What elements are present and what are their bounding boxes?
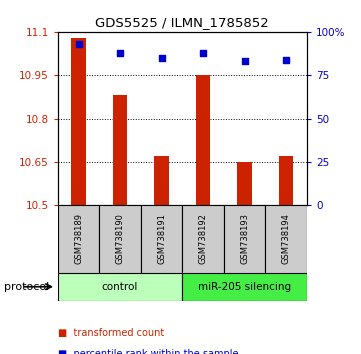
Point bbox=[200, 50, 206, 56]
Text: GSM738192: GSM738192 bbox=[199, 213, 208, 264]
Text: ■  percentile rank within the sample: ■ percentile rank within the sample bbox=[58, 349, 238, 354]
Bar bbox=[58, 205, 99, 273]
Bar bbox=[99, 205, 141, 273]
Text: GSM738190: GSM738190 bbox=[116, 213, 125, 264]
Bar bbox=[154, 156, 169, 205]
Text: ■  transformed count: ■ transformed count bbox=[58, 328, 164, 338]
Bar bbox=[71, 38, 86, 205]
Text: GSM738194: GSM738194 bbox=[282, 213, 291, 264]
Point bbox=[76, 41, 82, 47]
Title: GDS5525 / ILMN_1785852: GDS5525 / ILMN_1785852 bbox=[95, 16, 269, 29]
Bar bbox=[224, 205, 265, 273]
Bar bbox=[279, 156, 293, 205]
Point bbox=[158, 55, 164, 61]
Bar bbox=[113, 96, 127, 205]
Text: GSM738191: GSM738191 bbox=[157, 213, 166, 264]
Bar bbox=[141, 205, 182, 273]
Bar bbox=[182, 273, 307, 301]
Bar bbox=[182, 205, 224, 273]
Text: GSM738189: GSM738189 bbox=[74, 213, 83, 264]
Text: control: control bbox=[102, 282, 138, 292]
Bar bbox=[196, 75, 210, 205]
Bar bbox=[237, 162, 252, 205]
Text: GSM738193: GSM738193 bbox=[240, 213, 249, 264]
Bar bbox=[265, 205, 307, 273]
Bar bbox=[58, 273, 182, 301]
Text: miR-205 silencing: miR-205 silencing bbox=[198, 282, 291, 292]
Point bbox=[242, 58, 248, 64]
Point bbox=[283, 57, 289, 62]
Point bbox=[117, 50, 123, 56]
Text: protocol: protocol bbox=[4, 282, 49, 292]
